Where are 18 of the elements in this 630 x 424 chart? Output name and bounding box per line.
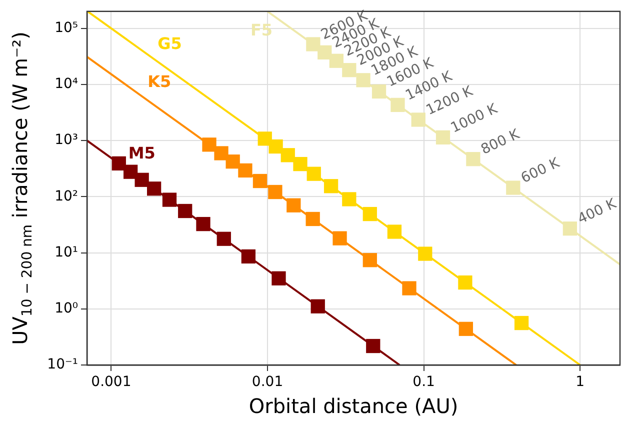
series-label: M5 <box>128 143 156 162</box>
y-tick-label: 10⁵ <box>54 20 78 36</box>
series-label: G5 <box>158 34 182 53</box>
x-tick-label: 1 <box>576 374 585 390</box>
x-tick-label: 0.001 <box>91 374 132 390</box>
y-tick-label: 10⁻¹ <box>47 356 78 373</box>
y-tick-label: 10¹ <box>54 244 78 260</box>
y-tick-label: 10² <box>54 188 78 204</box>
x-tick-label: 0.01 <box>252 374 284 390</box>
x-tick-label: 0.1 <box>412 374 435 390</box>
y-tick-label: 10⁴ <box>54 76 78 92</box>
x-axis-title: Orbital distance (AU) <box>248 394 458 418</box>
y-tick-label: 10⁰ <box>54 300 78 317</box>
y-axis-title: UV10 − 200 nm irradiance (W m⁻²) <box>8 32 36 345</box>
series-label: F5 <box>250 20 273 40</box>
annotation: 400 K <box>575 196 620 228</box>
y-tick-label: 10³ <box>54 132 78 148</box>
series-label: K5 <box>148 72 172 92</box>
